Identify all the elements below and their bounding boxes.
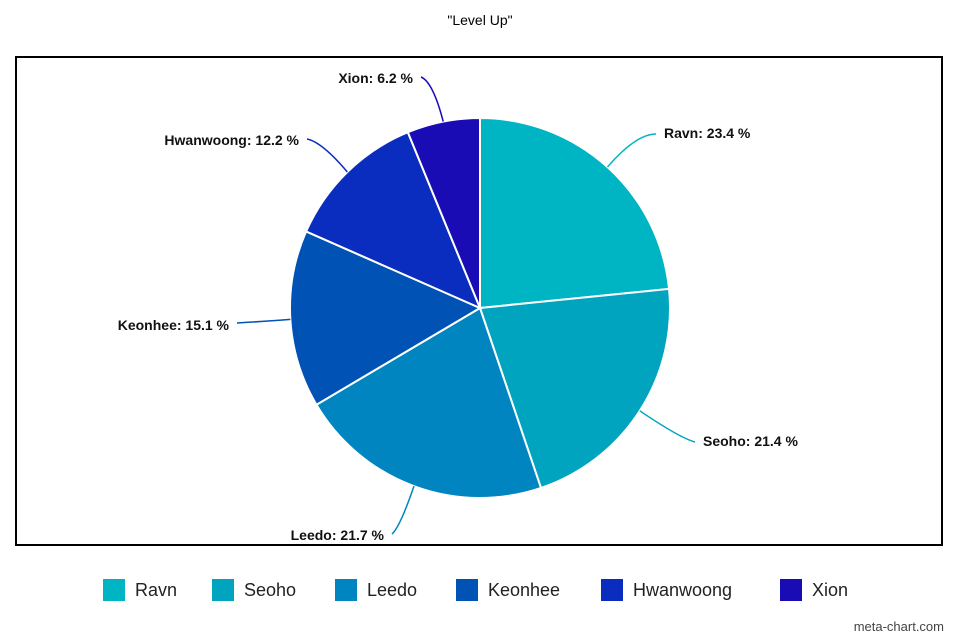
legend-label-xion: Xion — [812, 579, 849, 600]
legend-label-seoho: Seoho — [244, 579, 297, 600]
legend-swatch-xion — [780, 579, 802, 601]
pie-slice-seoho[interactable] — [478, 287, 671, 490]
legend-item-ravn[interactable]: Ravn — [103, 576, 177, 604]
leader-line-hwanwoong — [306, 138, 348, 173]
legend-label-hwanwoong: Hwanwoong — [633, 579, 733, 600]
plot-area-frame — [15, 56, 943, 546]
legend-label-keonhee: Keonhee — [488, 579, 561, 600]
pie-slice-ravn[interactable] — [479, 116, 671, 310]
chart-legend: Ravn Seoho Leedo Keonhee Hwanwoong Xion — [0, 576, 960, 606]
pie-slice-xion[interactable] — [406, 116, 481, 309]
data-label-ravn: Ravn: 23.4 % — [664, 125, 751, 141]
legend-item-hwanwoong[interactable]: Hwanwoong — [601, 576, 732, 604]
leader-line-seoho — [639, 410, 696, 443]
legend-item-xion[interactable]: Xion — [780, 576, 848, 604]
leader-line-leedo — [391, 485, 415, 535]
legend-item-leedo[interactable]: Leedo — [335, 576, 417, 604]
legend-item-seoho[interactable]: Seoho — [212, 576, 296, 604]
data-label-seoho: Seoho: 21.4 % — [703, 433, 798, 449]
pie-slice-leedo[interactable] — [315, 306, 543, 499]
pie-slices — [289, 116, 671, 499]
pie-label-leaders — [236, 76, 696, 535]
legend-label-ravn: Ravn — [135, 579, 178, 600]
data-label-hwanwoong: Hwanwoong: 12.2 % — [164, 132, 299, 148]
legend-swatch-ravn — [103, 579, 125, 601]
legend-item-keonhee[interactable]: Keonhee — [456, 576, 560, 604]
chart-title: "Level Up" — [447, 12, 513, 28]
watermark-text[interactable]: meta-chart.com — [853, 619, 944, 634]
legend-label-leedo: Leedo — [367, 579, 418, 600]
data-label-keonhee: Keonhee: 15.1 % — [118, 317, 230, 333]
legend-swatch-seoho — [212, 579, 234, 601]
leader-line-keonhee — [236, 318, 291, 324]
leader-line-ravn — [606, 133, 657, 168]
data-label-leedo: Leedo: 21.7 % — [291, 527, 385, 543]
data-label-xion: Xion: 6.2 % — [338, 70, 413, 86]
leader-line-xion — [420, 76, 444, 122]
pie-data-labels: Ravn: 23.4 % Seoho: 21.4 % Leedo: 21.7 % Ke… — [118, 70, 799, 543]
legend-swatch-hwanwoong — [601, 579, 623, 601]
pie-slice-hwanwoong[interactable] — [304, 130, 482, 310]
legend-swatch-leedo — [335, 579, 357, 601]
legend-swatch-keonhee — [456, 579, 478, 601]
